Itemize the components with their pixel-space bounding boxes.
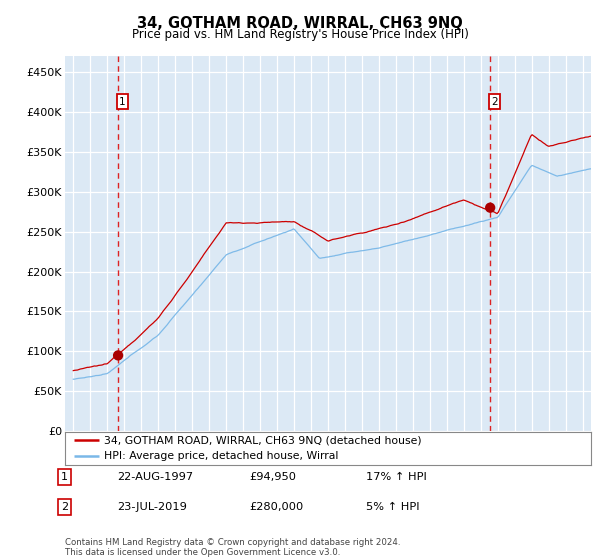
Text: 34, GOTHAM ROAD, WIRRAL, CH63 9NQ: 34, GOTHAM ROAD, WIRRAL, CH63 9NQ	[137, 16, 463, 31]
Text: £280,000: £280,000	[249, 502, 303, 512]
Text: HPI: Average price, detached house, Wirral: HPI: Average price, detached house, Wirr…	[104, 451, 338, 461]
Text: 23-JUL-2019: 23-JUL-2019	[117, 502, 187, 512]
Point	[485, 203, 495, 212]
Text: 1: 1	[61, 472, 68, 482]
Text: Contains HM Land Registry data © Crown copyright and database right 2024.
This d: Contains HM Land Registry data © Crown c…	[65, 538, 400, 557]
Text: 5% ↑ HPI: 5% ↑ HPI	[366, 502, 419, 512]
Text: 17% ↑ HPI: 17% ↑ HPI	[366, 472, 427, 482]
Point	[113, 351, 123, 360]
Text: 22-AUG-1997: 22-AUG-1997	[117, 472, 193, 482]
Text: 34, GOTHAM ROAD, WIRRAL, CH63 9NQ (detached house): 34, GOTHAM ROAD, WIRRAL, CH63 9NQ (detac…	[104, 435, 422, 445]
Text: Price paid vs. HM Land Registry's House Price Index (HPI): Price paid vs. HM Land Registry's House …	[131, 28, 469, 41]
Text: 2: 2	[61, 502, 68, 512]
Text: 1: 1	[119, 96, 125, 106]
Text: 2: 2	[491, 96, 498, 106]
Text: £94,950: £94,950	[249, 472, 296, 482]
